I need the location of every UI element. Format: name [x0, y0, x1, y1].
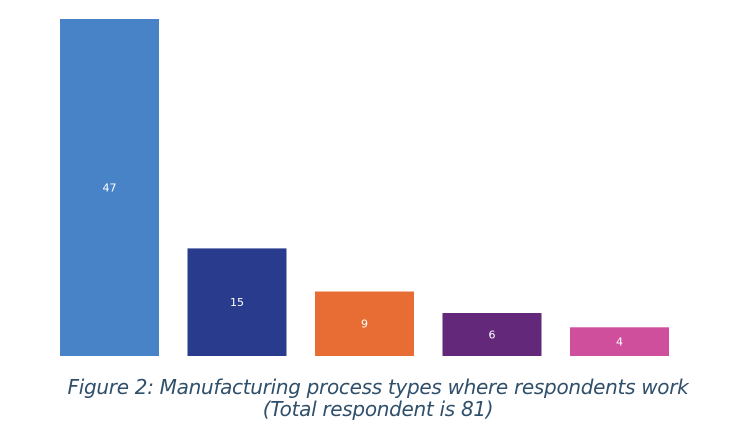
figure-caption-title: Figure 2: Manufacturing process types wh…	[67, 375, 689, 399]
bar-chart: 47 15 9 6 4	[60, 19, 669, 356]
bars-group	[60, 19, 669, 356]
figure-caption-subtitle: (Total respondent is 81)	[262, 397, 494, 421]
bar-value-label-3: 9	[361, 318, 368, 331]
bar-4	[442, 313, 542, 356]
bar-value-label-2: 15	[230, 296, 244, 309]
data-labels-group: 47 15 9 6 4	[103, 182, 624, 349]
bar-3	[315, 291, 414, 356]
bar-value-label-1: 47	[103, 182, 117, 195]
bar-1	[60, 19, 159, 356]
bar-value-label-5: 4	[616, 336, 623, 349]
bar-2	[187, 248, 287, 356]
bar-value-label-4: 6	[489, 329, 496, 342]
bar-5	[570, 327, 669, 356]
